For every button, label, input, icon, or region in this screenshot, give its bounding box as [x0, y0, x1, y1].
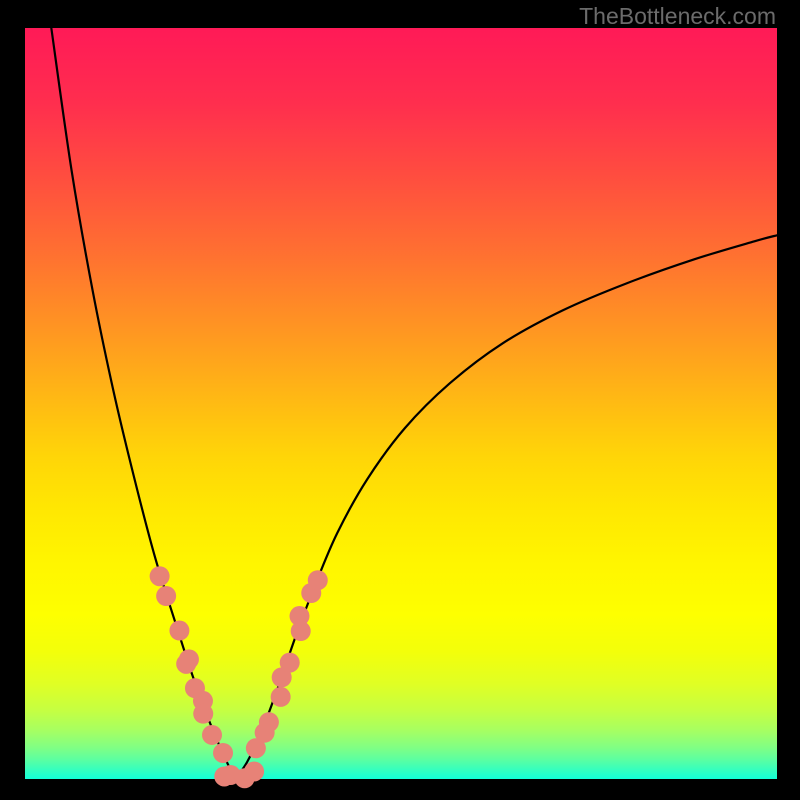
marker-dot — [271, 687, 291, 707]
plot-area — [25, 28, 777, 779]
watermark-text: TheBottleneck.com — [579, 3, 776, 30]
curve-right-branch — [235, 235, 777, 779]
marker-dot — [169, 621, 189, 641]
marker-dot — [202, 725, 222, 745]
marker-dot — [289, 606, 309, 626]
marker-dot — [156, 586, 176, 606]
marker-dot — [259, 712, 279, 732]
chart-outer-frame: TheBottleneck.com — [0, 0, 800, 800]
marker-dot — [280, 653, 300, 673]
curve-left-branch — [51, 28, 234, 779]
marker-dot — [176, 654, 196, 674]
marker-dot — [193, 704, 213, 724]
marker-dot — [244, 761, 264, 781]
curve-layer — [25, 28, 777, 779]
marker-dot — [213, 743, 233, 763]
marker-dot — [308, 570, 328, 590]
marker-dot — [150, 566, 170, 586]
